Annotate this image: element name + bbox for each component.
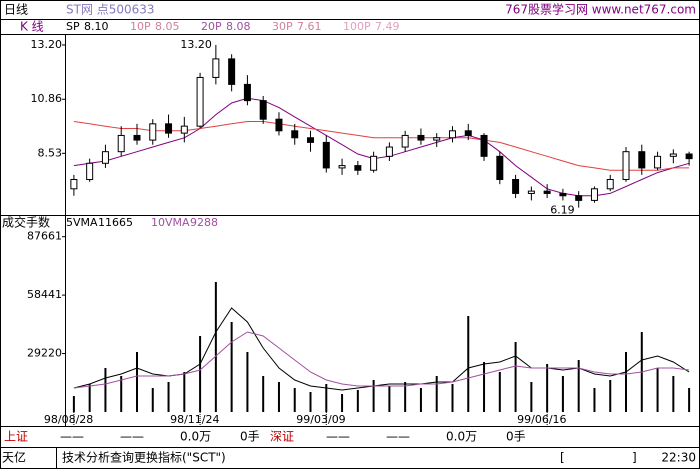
candle-body bbox=[149, 123, 157, 141]
legend-label: 10P bbox=[130, 20, 151, 33]
candle-body bbox=[228, 58, 236, 85]
candle-body bbox=[370, 155, 378, 171]
status-item: —— bbox=[386, 430, 410, 444]
candle-body bbox=[654, 155, 662, 169]
candle-body bbox=[480, 134, 488, 157]
candle-body bbox=[685, 153, 693, 160]
site: 767股票学习网 www.net767.com bbox=[505, 2, 696, 17]
candle-body bbox=[669, 153, 677, 157]
status-item: 0.0万 bbox=[446, 430, 477, 444]
candle-body bbox=[496, 155, 504, 181]
x-tick-label: 98/11/24 bbox=[170, 413, 219, 426]
candle-body bbox=[543, 190, 551, 194]
y-tick-label: 13.20 bbox=[31, 38, 63, 51]
candle-body bbox=[464, 130, 472, 136]
candle-body bbox=[212, 58, 220, 78]
extreme-label: 6.19 bbox=[550, 204, 575, 217]
legend-label: 100P bbox=[343, 20, 371, 33]
legend-value: 8.08 bbox=[226, 20, 251, 33]
y-tick-label: 10.86 bbox=[31, 92, 63, 105]
candle-body bbox=[433, 137, 441, 141]
candle-body bbox=[385, 146, 393, 157]
status-item: —— bbox=[120, 430, 144, 444]
status-item: 0手 bbox=[240, 430, 260, 444]
status-item: —— bbox=[60, 430, 84, 444]
footer-left: 天亿 bbox=[2, 450, 26, 465]
candle-body bbox=[575, 195, 583, 201]
candle-body bbox=[196, 76, 204, 127]
candle-body bbox=[622, 151, 630, 181]
y-tick-label: 87661 bbox=[27, 230, 62, 243]
moving-average bbox=[73, 121, 690, 171]
status-item: —— bbox=[326, 430, 350, 444]
candle-body bbox=[590, 188, 598, 201]
candle-body bbox=[70, 179, 78, 190]
legend-value: 7.49 bbox=[375, 20, 400, 33]
candle-body bbox=[448, 130, 456, 139]
moving-average bbox=[73, 307, 690, 391]
stock-name: ST网 点500633 bbox=[66, 3, 155, 17]
extreme-label: 13.20 bbox=[180, 38, 212, 51]
y-tick-label: 58441 bbox=[27, 288, 62, 301]
status-item: 0.0万 bbox=[180, 430, 211, 444]
panel-title: 成交手数 bbox=[2, 215, 50, 230]
candle-body bbox=[354, 165, 362, 171]
status-item: 0手 bbox=[506, 430, 526, 444]
status-item: 上证 bbox=[4, 430, 28, 444]
legend-label: 5VMA bbox=[66, 216, 98, 229]
candle-body bbox=[291, 130, 299, 139]
clock: 22:30 bbox=[661, 451, 696, 465]
candle-body bbox=[527, 190, 535, 194]
candle-body bbox=[322, 141, 330, 169]
candle-body bbox=[86, 162, 94, 181]
command[interactable]: 技术分析查询更换指标("SCT") bbox=[62, 450, 226, 465]
candle-body bbox=[259, 100, 267, 120]
candle-body bbox=[401, 134, 409, 148]
x-tick-label: 98/08/28 bbox=[44, 413, 93, 426]
candle-body bbox=[512, 179, 520, 194]
legend-value: 9288 bbox=[190, 216, 218, 229]
legend-label: 20P bbox=[201, 20, 222, 33]
bracket-close: ] bbox=[632, 451, 637, 465]
legend-label: 30P bbox=[272, 20, 293, 33]
candle-body bbox=[338, 165, 346, 169]
x-tick-label: 99/06/16 bbox=[517, 413, 566, 426]
moving-average bbox=[73, 97, 690, 197]
candle-body bbox=[275, 118, 283, 132]
y-tick-label: 29220 bbox=[27, 347, 62, 360]
period: 日线 bbox=[4, 3, 28, 17]
legend-value: 11665 bbox=[98, 216, 133, 229]
candle-body bbox=[638, 151, 646, 169]
candle-body bbox=[165, 123, 173, 134]
status-item: 深证 bbox=[270, 430, 294, 444]
candle-body bbox=[243, 83, 251, 102]
candle-body bbox=[307, 137, 315, 143]
candle-body bbox=[606, 179, 614, 190]
candle-body bbox=[559, 192, 567, 197]
legend-value: 8.10 bbox=[84, 20, 109, 33]
legend-label: 10VMA bbox=[151, 216, 190, 229]
candle-body bbox=[101, 151, 109, 164]
candle-body bbox=[133, 134, 141, 141]
panel-label: K 线 bbox=[20, 20, 44, 34]
x-tick-label: 99/03/09 bbox=[296, 413, 345, 426]
y-tick-label: 8.53 bbox=[38, 146, 63, 159]
legend-value: 8.05 bbox=[155, 20, 180, 33]
candle-body bbox=[180, 125, 188, 134]
legend-label: SP bbox=[66, 20, 80, 33]
bracket-open: [ bbox=[560, 451, 565, 465]
candle-body bbox=[117, 134, 125, 153]
moving-average bbox=[73, 331, 690, 389]
legend-value: 7.61 bbox=[297, 20, 322, 33]
candle-body bbox=[417, 134, 425, 141]
